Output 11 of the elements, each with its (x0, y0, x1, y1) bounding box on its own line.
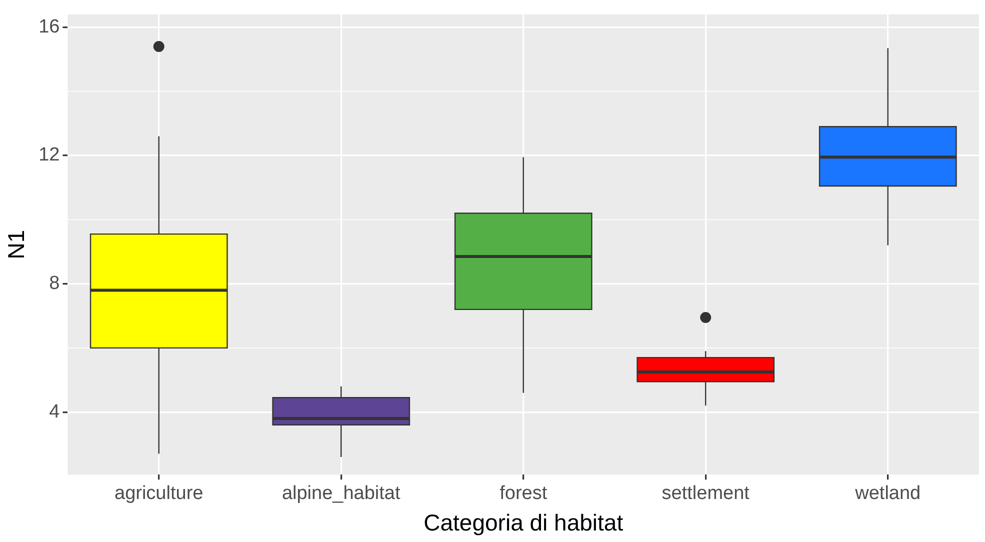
x-tick-label: settlement (662, 483, 750, 504)
y-tick-label: 4 (49, 401, 60, 422)
x-axis-title: Categoria di habitat (424, 510, 624, 536)
x-tick-label: agriculture (114, 483, 204, 504)
y-axis-title: N1 (3, 230, 30, 260)
y-tick-label: 16 (38, 16, 60, 38)
x-tick-label: wetland (854, 483, 921, 504)
y-tick-label: 12 (38, 144, 60, 166)
x-tick-label: forest (500, 483, 548, 504)
x-tick-label: alpine_habitat (282, 483, 401, 504)
y-tick-label: 8 (49, 273, 60, 294)
